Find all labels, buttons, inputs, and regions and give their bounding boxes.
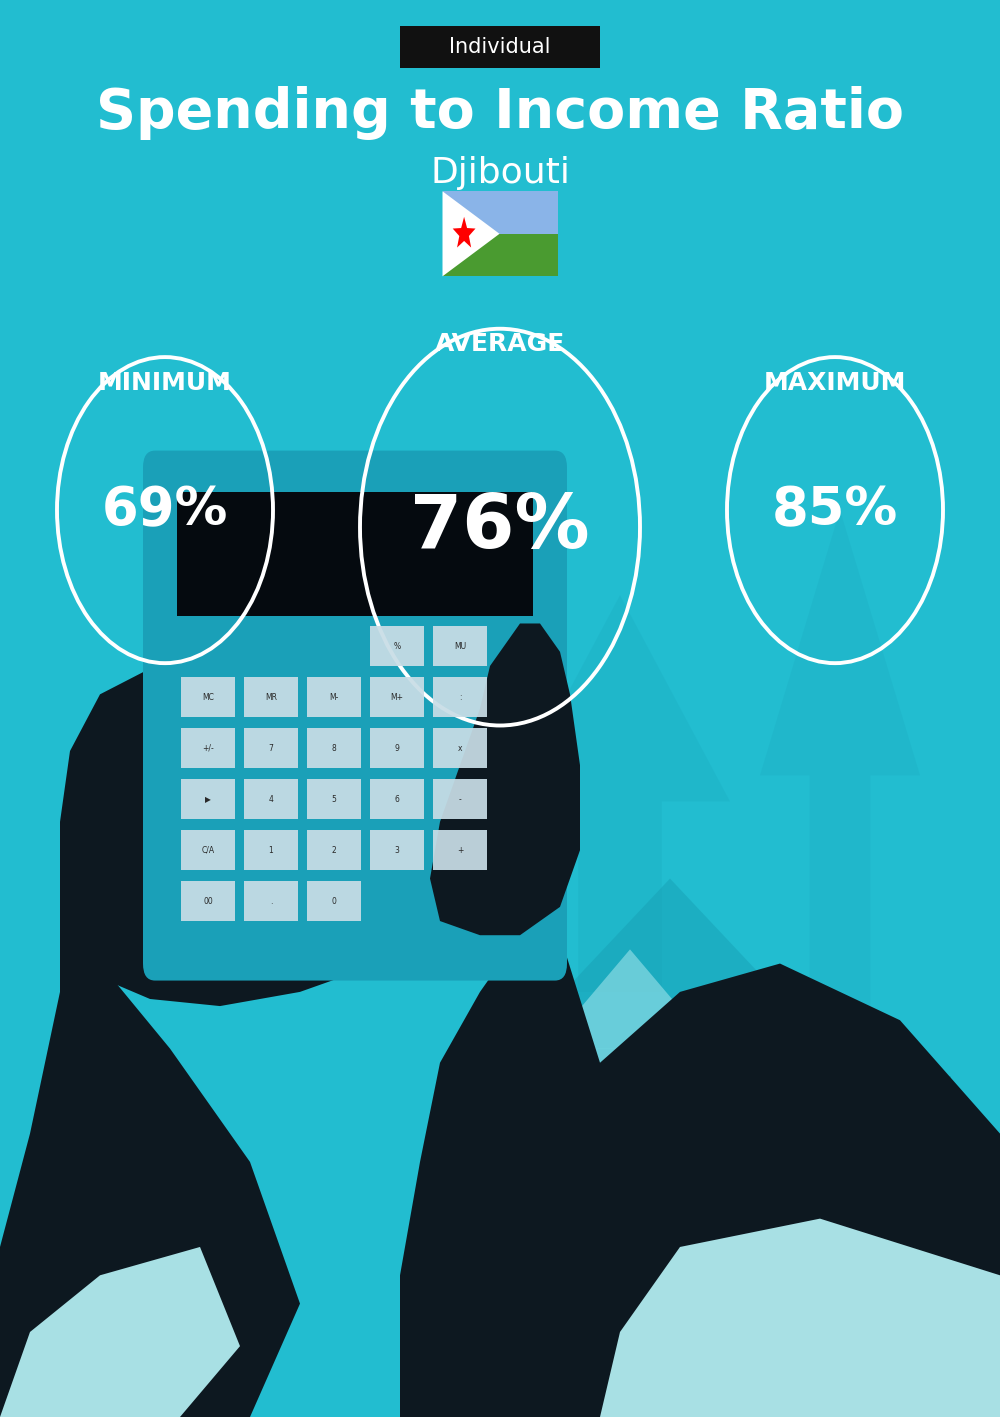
Text: C/A: C/A <box>201 846 215 854</box>
Bar <box>520 1049 820 1275</box>
Bar <box>632 1192 660 1275</box>
Text: :: : <box>459 693 461 701</box>
Text: .: . <box>270 897 272 905</box>
Bar <box>695 1139 727 1173</box>
Text: -: - <box>459 795 461 803</box>
Bar <box>800 1278 920 1289</box>
Text: 9: 9 <box>395 744 399 752</box>
Text: AVERAGE: AVERAGE <box>435 333 565 356</box>
Bar <box>244 677 298 717</box>
Bar <box>433 830 487 870</box>
Polygon shape <box>760 510 920 1020</box>
Text: MR: MR <box>265 693 277 701</box>
Bar <box>370 626 424 666</box>
Text: 8: 8 <box>332 744 336 752</box>
Bar <box>800 1221 920 1233</box>
Text: Djibouti: Djibouti <box>430 156 570 190</box>
Polygon shape <box>453 217 476 248</box>
Bar <box>442 234 558 276</box>
Polygon shape <box>400 935 1000 1417</box>
Text: 6: 6 <box>395 795 399 803</box>
Bar <box>600 1192 628 1275</box>
Text: 0: 0 <box>332 897 336 905</box>
Bar <box>181 830 235 870</box>
Text: 00: 00 <box>203 897 213 905</box>
Text: $: $ <box>922 1180 948 1214</box>
Text: M-: M- <box>329 693 339 701</box>
Bar <box>370 728 424 768</box>
Bar <box>181 881 235 921</box>
Text: +: + <box>457 846 463 854</box>
Bar <box>181 779 235 819</box>
Bar <box>800 1193 920 1204</box>
Bar <box>800 1207 920 1219</box>
Bar <box>307 881 361 921</box>
Text: Spending to Income Ratio: Spending to Income Ratio <box>96 86 904 140</box>
Text: MU: MU <box>454 642 466 650</box>
Text: MAXIMUM: MAXIMUM <box>764 371 906 394</box>
Bar <box>307 830 361 870</box>
Polygon shape <box>442 191 500 276</box>
Bar <box>181 677 235 717</box>
Bar <box>520 1091 740 1275</box>
Polygon shape <box>430 623 580 935</box>
Bar <box>442 191 558 234</box>
Text: MINIMUM: MINIMUM <box>98 371 232 394</box>
Text: Individual: Individual <box>449 37 551 57</box>
Text: MC: MC <box>202 693 214 701</box>
Text: 2: 2 <box>332 846 336 854</box>
Text: 69%: 69% <box>102 485 228 536</box>
Circle shape <box>867 1101 1000 1294</box>
Polygon shape <box>0 879 300 1417</box>
Text: $: $ <box>822 1145 838 1165</box>
Bar <box>800 1264 920 1275</box>
Text: x: x <box>458 744 462 752</box>
Bar <box>177 492 533 616</box>
Bar <box>370 779 424 819</box>
Polygon shape <box>350 666 530 978</box>
Text: 1: 1 <box>269 846 273 854</box>
Bar <box>800 1236 920 1247</box>
Text: 5: 5 <box>332 795 336 803</box>
Text: 7: 7 <box>269 744 273 752</box>
Text: 3: 3 <box>395 846 399 854</box>
FancyBboxPatch shape <box>143 451 567 981</box>
Text: 85%: 85% <box>772 485 898 536</box>
Polygon shape <box>510 879 830 1049</box>
Text: +/-: +/- <box>202 744 214 752</box>
Circle shape <box>780 1084 880 1226</box>
Bar <box>800 1292 920 1304</box>
Bar <box>244 779 298 819</box>
Polygon shape <box>600 1219 1000 1417</box>
Bar <box>244 881 298 921</box>
Bar <box>433 728 487 768</box>
Bar <box>244 728 298 768</box>
Bar <box>818 1063 842 1088</box>
Bar <box>433 779 487 819</box>
Bar <box>535 1139 567 1173</box>
Polygon shape <box>510 949 750 1091</box>
Bar <box>370 830 424 870</box>
Text: M+: M+ <box>390 693 404 701</box>
Bar <box>919 1076 951 1107</box>
Bar <box>800 1250 920 1261</box>
Bar <box>181 728 235 768</box>
Bar <box>307 779 361 819</box>
Text: 4: 4 <box>269 795 273 803</box>
Polygon shape <box>60 666 400 1006</box>
Text: %: % <box>393 642 401 650</box>
Bar <box>736 1015 768 1128</box>
Bar <box>307 677 361 717</box>
Bar <box>433 626 487 666</box>
Polygon shape <box>0 1247 240 1417</box>
Text: ▶: ▶ <box>205 795 211 803</box>
Bar <box>307 728 361 768</box>
Bar <box>244 830 298 870</box>
Text: 76%: 76% <box>410 490 590 564</box>
FancyBboxPatch shape <box>400 26 600 68</box>
Polygon shape <box>510 595 730 992</box>
Bar <box>370 677 424 717</box>
Bar <box>433 677 487 717</box>
